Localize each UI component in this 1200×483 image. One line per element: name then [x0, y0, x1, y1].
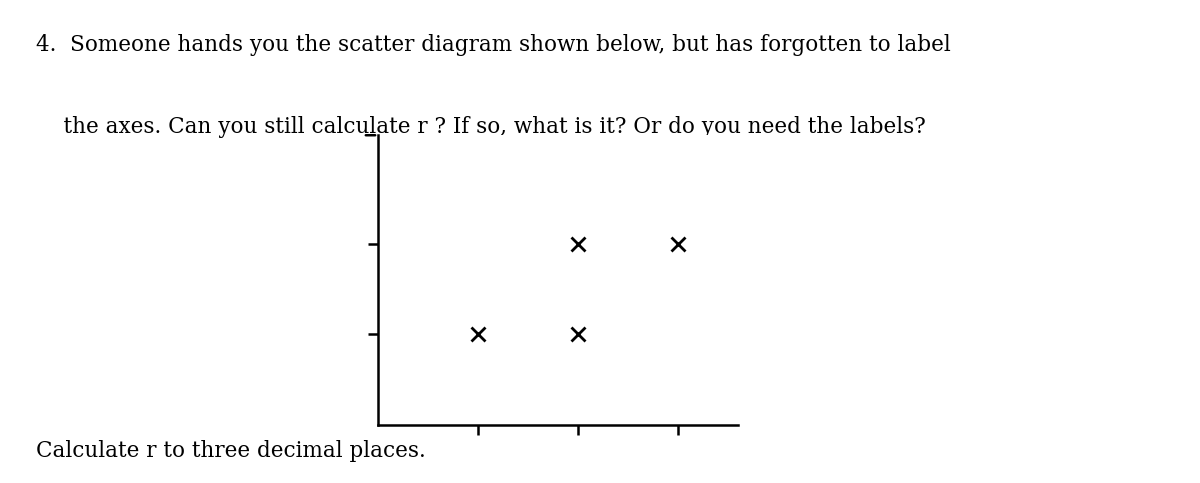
Text: the axes. Can you still calculate r ? If so, what is it? Or do you need the labe: the axes. Can you still calculate r ? If… — [36, 116, 925, 138]
Text: 4.  Someone hands you the scatter diagram shown below, but has forgotten to labe: 4. Someone hands you the scatter diagram… — [36, 34, 950, 56]
Text: Calculate r to three decimal places.: Calculate r to three decimal places. — [36, 440, 426, 462]
